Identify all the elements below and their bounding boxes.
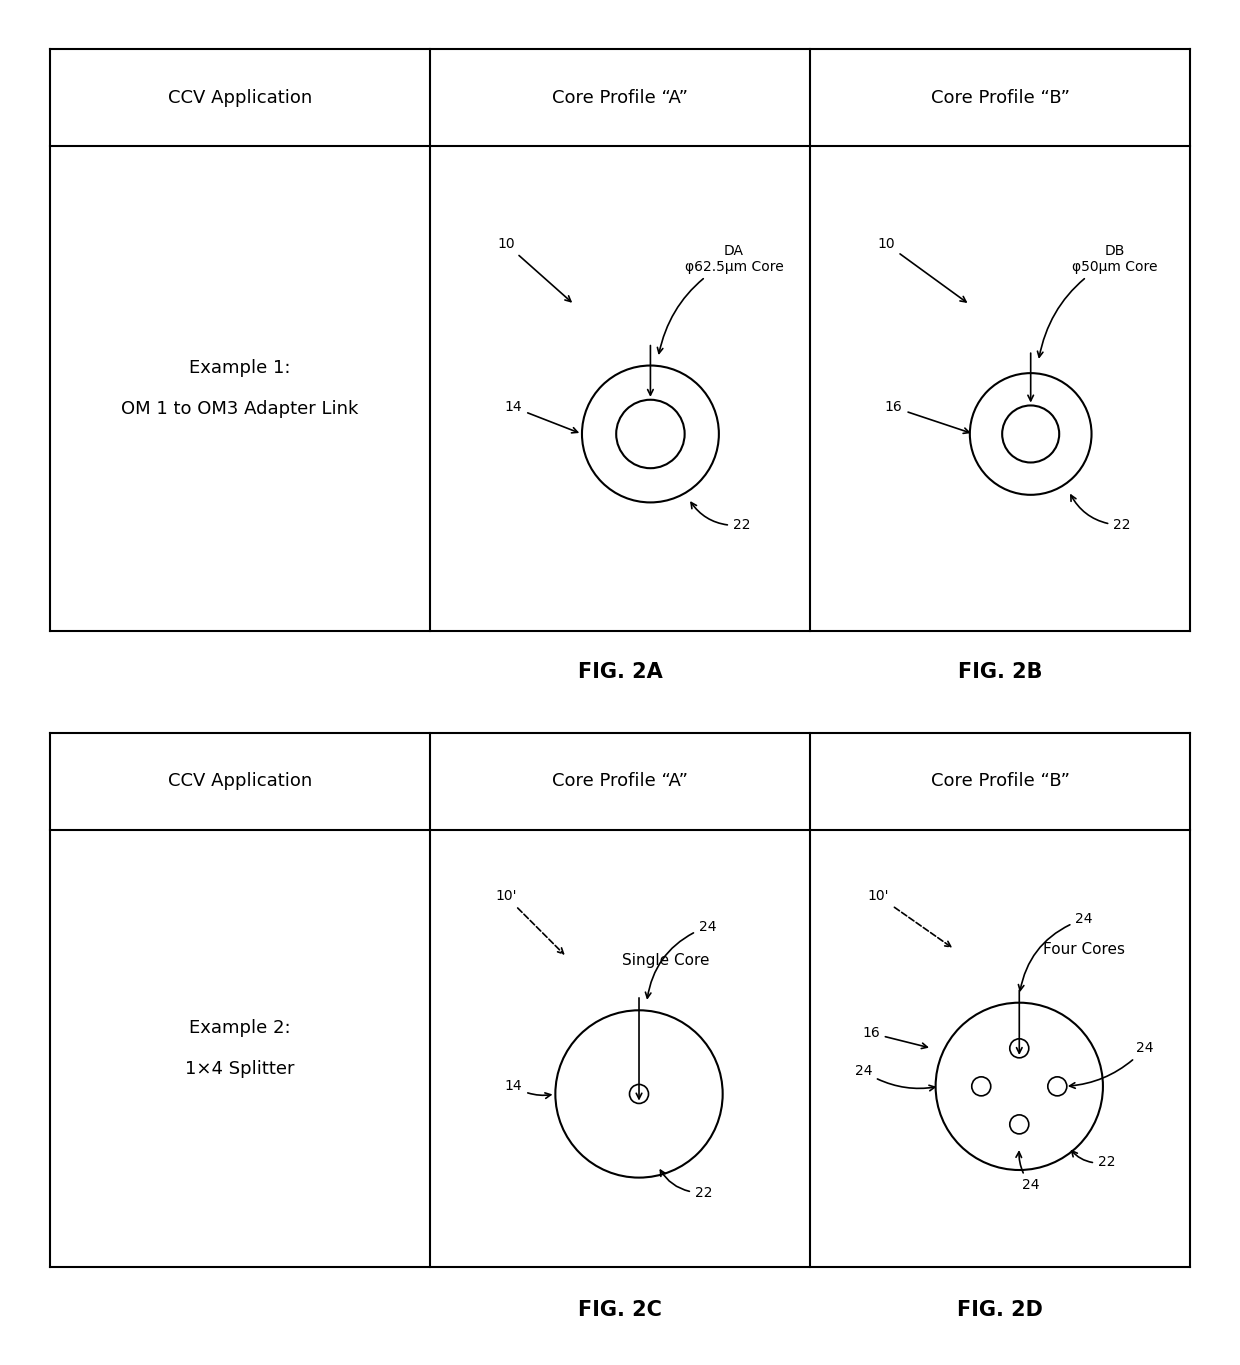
Text: Example 2:

1×4 Splitter: Example 2: 1×4 Splitter	[185, 1018, 294, 1078]
Text: 16: 16	[885, 400, 970, 433]
Text: 22: 22	[691, 502, 750, 532]
Text: 10: 10	[497, 238, 570, 302]
Text: Four Cores: Four Cores	[1043, 942, 1125, 957]
Text: Core Profile “B”: Core Profile “B”	[931, 773, 1070, 790]
Text: CCV Application: CCV Application	[167, 773, 311, 790]
Text: 24: 24	[1016, 1152, 1039, 1192]
Text: FIG. 2D: FIG. 2D	[957, 1301, 1043, 1320]
Text: Core Profile “A”: Core Profile “A”	[552, 773, 688, 790]
Text: 22: 22	[1071, 1151, 1116, 1170]
Text: DB
φ50μm Core: DB φ50μm Core	[1038, 244, 1157, 358]
Text: 10: 10	[878, 238, 966, 302]
Text: Core Profile “B”: Core Profile “B”	[931, 89, 1070, 106]
Text: FIG. 2A: FIG. 2A	[578, 662, 662, 681]
Text: 24: 24	[1018, 912, 1092, 991]
Text: DA
φ62.5μm Core: DA φ62.5μm Core	[657, 244, 784, 354]
Text: Single Core: Single Core	[622, 953, 709, 968]
Text: 14: 14	[505, 400, 578, 433]
Text: 22: 22	[661, 1170, 713, 1200]
Text: Example 1:

OM 1 to OM3 Adapter Link: Example 1: OM 1 to OM3 Adapter Link	[122, 359, 358, 418]
Text: FIG. 2B: FIG. 2B	[959, 662, 1043, 681]
Text: 16: 16	[862, 1026, 928, 1048]
Text: 24: 24	[646, 920, 717, 998]
Text: Core Profile “A”: Core Profile “A”	[552, 89, 688, 106]
Text: 14: 14	[505, 1080, 551, 1099]
Text: 10': 10'	[495, 889, 563, 954]
Text: 24: 24	[1070, 1041, 1153, 1088]
Text: FIG. 2C: FIG. 2C	[578, 1301, 662, 1320]
Text: CCV Application: CCV Application	[167, 89, 311, 106]
Text: 10': 10'	[868, 889, 951, 947]
Text: 22: 22	[1071, 495, 1131, 532]
Text: 24: 24	[854, 1065, 935, 1091]
